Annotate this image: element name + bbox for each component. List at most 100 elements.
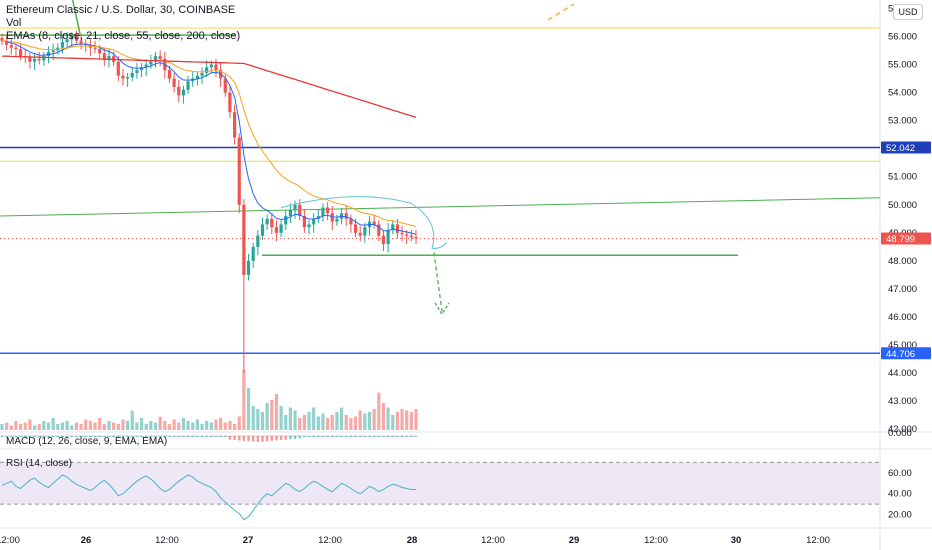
macd-histogram-bar [0, 436, 4, 437]
candle-body [186, 81, 190, 90]
rsi-line [1, 474, 416, 521]
volume-bar [205, 421, 209, 430]
time-tick-label: 27 [243, 535, 254, 546]
candle-body [335, 218, 339, 222]
curve-annotation [280, 196, 448, 249]
price-tick-label: 53.000 [888, 116, 917, 127]
currency-badge[interactable]: USD [893, 4, 923, 20]
time-tick-label: 12:00 [806, 535, 830, 546]
macd-histogram-bar [303, 436, 306, 437]
macd-histogram-bar [261, 436, 264, 442]
volume-bar [219, 418, 223, 430]
candle-body [279, 224, 283, 233]
volume-bar [284, 415, 288, 430]
macd-histogram-bar [56, 436, 60, 437]
volume-bar [23, 422, 27, 430]
macd-histogram-bar [24, 436, 27, 437]
volume-bar [330, 415, 334, 430]
price-badge [881, 232, 931, 245]
candle-body [5, 40, 9, 45]
volume-bar [256, 409, 260, 430]
macd-histogram-bar [61, 436, 64, 437]
candle-body [181, 89, 186, 96]
macd-histogram-bar [312, 436, 315, 437]
volume-bar [316, 416, 320, 430]
price-tick-label: 44.000 [888, 368, 917, 379]
price-badge-label: 44.706 [886, 349, 915, 360]
price-tick-label: 54.000 [888, 88, 917, 99]
volume-bar [312, 407, 316, 430]
candle-body [330, 213, 334, 222]
volume-bar [167, 424, 172, 430]
volume-bar [353, 416, 358, 430]
volume-bar [246, 388, 251, 430]
macd-histogram-bar [19, 436, 22, 437]
macd-histogram-bar [410, 436, 413, 437]
price-tick-label: 48.000 [888, 256, 917, 267]
volume-bar [307, 412, 311, 430]
volume-bar [177, 422, 181, 430]
candle-body [358, 232, 362, 236]
macd-histogram-bar [42, 436, 46, 437]
volume-bar [232, 424, 237, 430]
time-tick-label: 12:00 [481, 535, 505, 546]
macd-histogram-bar [396, 436, 399, 437]
volume-bar [181, 418, 186, 430]
price-badge-label: 52.042 [886, 143, 915, 154]
macd-histogram-bar [377, 436, 380, 437]
volume-bar [56, 424, 60, 430]
volume-bar [200, 424, 204, 430]
symbol-title: Ethereum Classic / U.S. Dollar, 30, COIN… [6, 4, 236, 16]
candle-body [125, 77, 130, 79]
volume-bar [46, 422, 51, 430]
volume-bar [125, 421, 130, 430]
volume-bar [60, 422, 65, 430]
volume-bar [130, 410, 134, 430]
candle-body [205, 67, 209, 73]
macd-histogram-bar [5, 436, 8, 437]
candle-body [177, 86, 181, 96]
price-tick-label: 56.000 [888, 31, 917, 42]
macd-histogram-bar [214, 436, 218, 437]
candle-body [130, 72, 134, 78]
price-tick-label: 51.000 [888, 172, 917, 183]
candle-body [167, 70, 172, 79]
volume-bar [70, 425, 74, 430]
macd-histogram-bar [149, 436, 153, 437]
volume-bar [237, 416, 241, 430]
volume-bar [321, 413, 325, 430]
candle-body [316, 216, 320, 219]
orange-dashed-line [547, 3, 575, 21]
macd-histogram-bar [70, 436, 73, 437]
top-trendline-tick [71, 0, 81, 34]
macd-histogram-bar [200, 436, 204, 437]
volume-bar [228, 421, 232, 430]
volume-bar [144, 424, 148, 430]
volume-bar [293, 410, 297, 430]
candle-body [288, 210, 293, 216]
volume-bar [107, 421, 111, 430]
volume-bar [93, 422, 97, 430]
volume-bar [112, 422, 116, 430]
time-tick-label: 28 [407, 535, 418, 546]
macd-histogram-bar [317, 436, 320, 437]
volume-bar [116, 424, 120, 430]
price-tick-label: 55.000 [888, 60, 917, 71]
ema8-line [1, 40, 417, 235]
volume-bar [344, 415, 348, 430]
candle-body [42, 56, 46, 61]
volume-bar [37, 424, 41, 430]
candle-body [270, 218, 274, 228]
candle-body [405, 234, 409, 236]
volume-bar [0, 424, 4, 430]
volume-bar [326, 418, 330, 430]
macd-histogram-bar [33, 436, 36, 437]
candle-body [9, 44, 13, 48]
candle-body [228, 92, 232, 113]
macd-histogram-bar [47, 436, 50, 437]
volume-bar [19, 424, 23, 430]
macd-histogram-bar [256, 436, 260, 442]
volume-bar [302, 415, 306, 430]
volume-bar [381, 403, 386, 430]
